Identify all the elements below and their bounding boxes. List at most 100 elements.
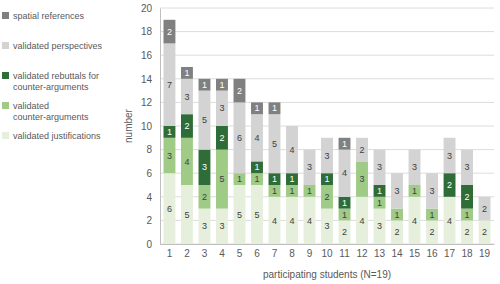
- bar-segment: [339, 150, 351, 197]
- data-label: 6: [237, 133, 242, 143]
- data-label: 1: [254, 103, 259, 113]
- bar-segment: [216, 79, 228, 91]
- bar-segment: [234, 173, 246, 185]
- data-label: 1: [395, 210, 400, 220]
- x-tick-label: 15: [409, 248, 421, 259]
- bar-segment: [391, 173, 403, 208]
- legend-label: spatial references: [13, 11, 85, 21]
- series: [164, 20, 351, 150]
- bar-segment: [286, 126, 298, 173]
- bar-segment: [321, 173, 333, 185]
- data-label: 5: [272, 139, 277, 149]
- data-label: 7: [167, 80, 172, 90]
- data-label: 3: [324, 151, 329, 161]
- y-tick-label: 8: [146, 144, 152, 155]
- grid-line: [160, 31, 494, 32]
- bar-segment: [426, 173, 438, 174]
- chart: 0246810121416182012345678910111213141516…: [0, 0, 500, 284]
- y-axis-line: [160, 9, 161, 245]
- series: [164, 173, 491, 244]
- y-tick: 10: [141, 121, 160, 132]
- bar-segment: [216, 150, 228, 209]
- data-label: 4: [307, 216, 312, 226]
- data-label: 2: [430, 227, 435, 237]
- data-label: 4: [342, 168, 347, 178]
- data-label: 5: [237, 210, 242, 220]
- x-tick-label: 13: [374, 248, 386, 259]
- bar-segment: [391, 220, 403, 244]
- bar-segment: [199, 91, 211, 150]
- x-tick-label: 5: [237, 248, 243, 259]
- data-label: 2: [482, 204, 487, 214]
- y-tick: 12: [141, 97, 160, 108]
- data-label: 1: [342, 198, 347, 208]
- bar-segment: [164, 126, 176, 138]
- x-tick: 3: [202, 244, 208, 259]
- bar-segment: [391, 173, 403, 174]
- y-tick: 16: [141, 50, 160, 61]
- bar-segment: [356, 137, 368, 138]
- bar-segment: [216, 91, 228, 126]
- series: [164, 43, 491, 220]
- x-tick: 8: [289, 244, 295, 259]
- data-label: 2: [167, 27, 172, 37]
- grid: [160, 8, 494, 244]
- data-label: 3: [465, 162, 470, 172]
- bar-segment: [286, 197, 298, 244]
- legend-item: spatial references: [2, 11, 85, 21]
- data-label: 5: [184, 210, 189, 220]
- data-label: 4: [447, 216, 452, 226]
- bar-segment: [409, 185, 421, 197]
- x-tick-label: 6: [254, 248, 260, 259]
- y-tick-label: 18: [141, 26, 153, 37]
- x-axis: 12345678910111213141516171819: [161, 244, 495, 259]
- data-label: 6: [167, 204, 172, 214]
- bar-segment: [409, 197, 421, 244]
- data-label: 5: [254, 210, 259, 220]
- legend-label: validated perspectives: [13, 41, 103, 51]
- x-tick-label: 14: [391, 248, 403, 259]
- data-label: 3: [377, 162, 382, 172]
- x-tick-label: 8: [289, 248, 295, 259]
- x-tick-label: 12: [356, 248, 368, 259]
- bar-segment: [269, 185, 281, 197]
- x-tick: 19: [479, 244, 491, 259]
- data-label: 2: [324, 192, 329, 202]
- x-tick: 17: [444, 244, 456, 259]
- data-label: 2: [360, 145, 365, 155]
- data-label: 1: [412, 186, 417, 196]
- bar-segment: [251, 102, 263, 114]
- bar-segment: [181, 138, 193, 185]
- bar-segment: [234, 79, 246, 103]
- data-label: 1: [254, 174, 259, 184]
- y-tick: 14: [141, 74, 160, 85]
- x-tick: 14: [391, 244, 403, 259]
- bar-segment: [234, 102, 246, 173]
- bar-segment: [426, 173, 438, 208]
- data-label: 4: [254, 133, 259, 143]
- bar-segment: [339, 220, 351, 244]
- bar-segment: [444, 197, 456, 244]
- data-label: 1: [289, 186, 294, 196]
- legend-item: validated perspectives: [2, 41, 103, 51]
- bar-segment: [269, 197, 281, 244]
- legend-swatch: [2, 72, 9, 79]
- data-label: 5: [219, 174, 224, 184]
- data-label: 3: [219, 103, 224, 113]
- data-label: 1: [167, 127, 172, 137]
- y-tick-label: 16: [141, 50, 153, 61]
- y-tick-label: 12: [141, 97, 153, 108]
- x-axis-line: [161, 244, 495, 245]
- legend-swatch: [2, 102, 9, 109]
- bar-segment: [374, 185, 386, 197]
- data-label: 1: [289, 174, 294, 184]
- data-label: 1: [219, 80, 224, 90]
- bar-segment: [304, 197, 316, 244]
- x-tick-label: 11: [339, 248, 350, 259]
- y-tick: 0: [146, 239, 160, 250]
- bar-segment: [199, 209, 211, 244]
- bar-segment: [164, 20, 176, 44]
- bar-segment: [251, 161, 263, 173]
- bar-segment: [479, 196, 491, 197]
- bar-segment: [181, 79, 193, 114]
